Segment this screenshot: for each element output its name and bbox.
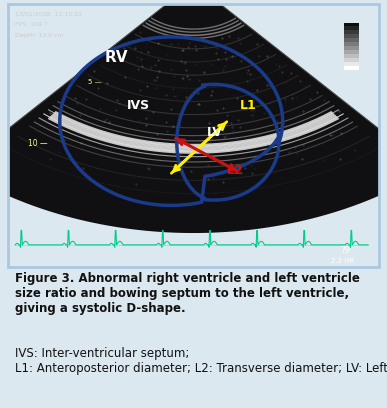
Bar [344, 66, 359, 70]
Bar [344, 58, 359, 62]
Text: L2: L2 [227, 164, 244, 177]
Bar [344, 22, 359, 27]
Text: 5 —: 5 — [87, 79, 101, 85]
Text: RV: RV [104, 50, 128, 65]
Bar [344, 50, 359, 54]
Bar [344, 27, 359, 30]
Text: L1: L1 [240, 99, 257, 112]
Text: Depth: 13.0 cm: Depth: 13.0 cm [15, 33, 64, 38]
Bar [344, 62, 359, 66]
Text: 79: 79 [340, 246, 350, 255]
Bar [344, 34, 359, 38]
Text: 10 —: 10 — [28, 139, 48, 148]
Text: 13/01/2008  13:10:22: 13/01/2008 13:10:22 [15, 12, 82, 17]
Text: LV: LV [207, 126, 223, 139]
Bar [344, 30, 359, 34]
Bar [344, 38, 359, 42]
Bar [344, 54, 359, 58]
Text: FPS: 109.7: FPS: 109.7 [15, 22, 48, 27]
Text: Figure 3. Abnormal right ventricle and left ventricle size ratio and bowing sept: Figure 3. Abnormal right ventricle and l… [15, 272, 360, 315]
Bar [344, 46, 359, 50]
Text: IVS: Inter-ventricular septum;
L1: Anteroposterior diameter; L2: Transverse diam: IVS: Inter-ventricular septum; L1: Anter… [15, 347, 387, 375]
Text: IVS: IVS [127, 99, 150, 112]
Polygon shape [0, 0, 387, 233]
Text: 2.2 HR: 2.2 HR [331, 257, 354, 264]
Bar [344, 42, 359, 46]
